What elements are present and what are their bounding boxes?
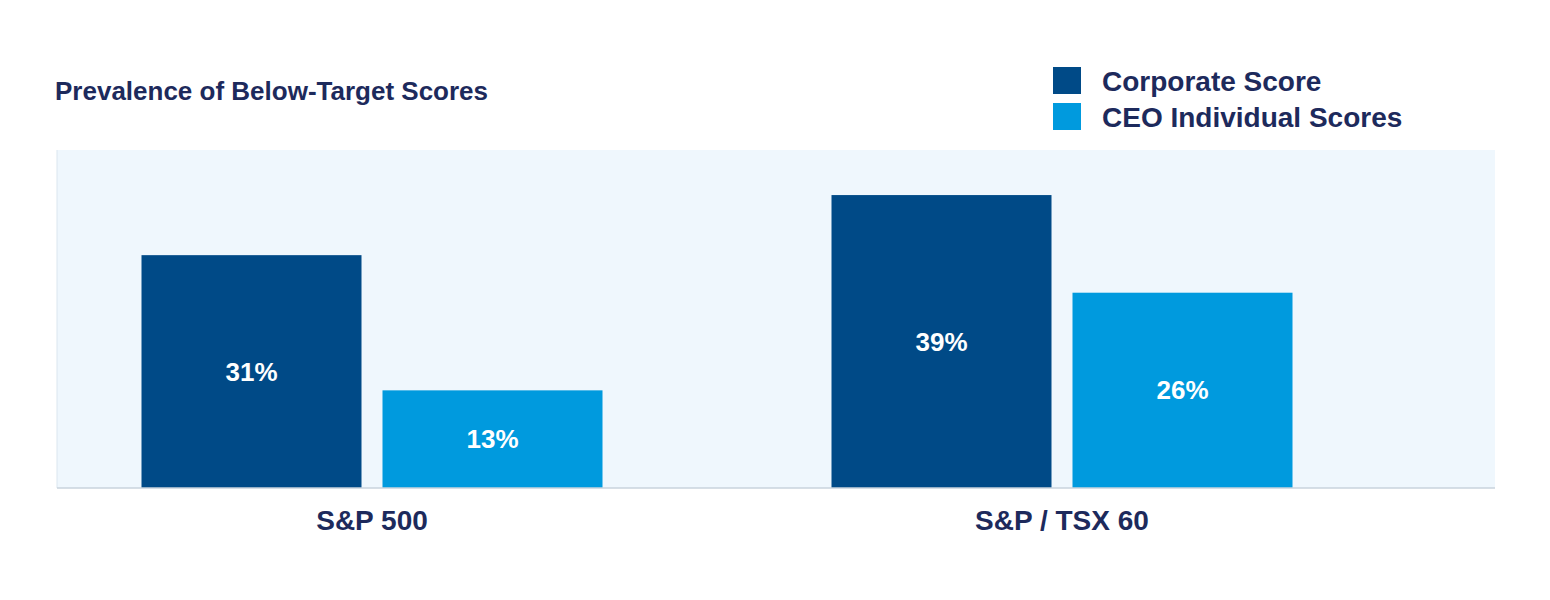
bars: [142, 195, 1293, 488]
plot-background: [57, 150, 1495, 488]
legend: Corporate Score CEO Individual Scores: [1053, 66, 1402, 133]
bar: [1073, 293, 1293, 488]
legend-label: CEO Individual Scores: [1102, 102, 1402, 133]
chart-container: Prevalence of Below-Target Scores31%13%3…: [0, 0, 1550, 600]
legend-swatch: [1053, 103, 1081, 130]
chart-svg: Prevalence of Below-Target Scores31%13%3…: [0, 0, 1550, 600]
category-label: S&P 500: [316, 505, 428, 536]
category-label: S&P / TSX 60: [975, 505, 1149, 536]
data-labels: 31% 13% 39% 26%: [225, 327, 1208, 455]
plot-frame: [57, 150, 58, 488]
title: Prevalence of Below-Target Scores: [55, 76, 488, 106]
bar: [383, 390, 603, 488]
legend-swatch: [1053, 67, 1081, 94]
bar: [142, 255, 362, 488]
x-axis-line: [57, 487, 1495, 489]
data-label: 13%: [466, 424, 518, 454]
legend-label: Corporate Score: [1102, 66, 1321, 97]
data-label: 39%: [915, 327, 967, 357]
data-label: 31%: [225, 357, 277, 387]
bar: [832, 195, 1052, 488]
data-label: 26%: [1156, 375, 1208, 405]
